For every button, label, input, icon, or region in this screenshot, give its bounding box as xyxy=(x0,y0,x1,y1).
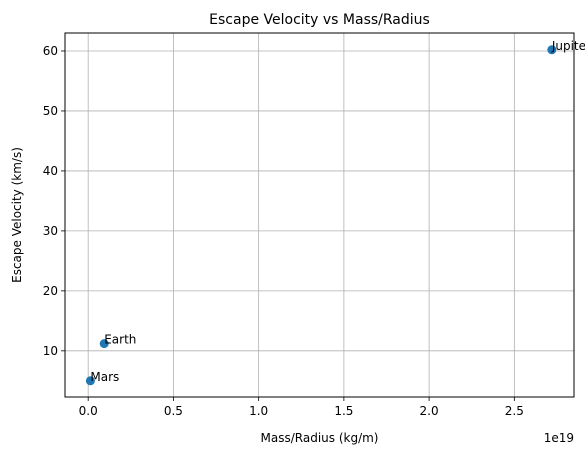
x-tick-label: 1.0 xyxy=(249,404,268,418)
x-axis-ticks: 0.0 0.5 1.0 1.5 2.0 2.5 xyxy=(79,397,524,418)
y-tick-label: 40 xyxy=(43,164,58,178)
chart-title: Escape Velocity vs Mass/Radius xyxy=(209,12,430,28)
y-tick-label: 60 xyxy=(43,44,58,58)
y-axis-ticks: 10 20 30 40 50 60 xyxy=(43,44,65,358)
x-axis-offset-text: 1e19 xyxy=(544,431,574,445)
grid xyxy=(65,33,574,397)
point-label: Mars xyxy=(90,370,119,384)
point-label: Jupiter xyxy=(551,39,585,53)
y-tick-label: 10 xyxy=(43,344,58,358)
x-tick-label: 1.5 xyxy=(334,404,353,418)
data-point xyxy=(99,339,109,349)
data-point xyxy=(547,45,557,55)
x-axis-label: Mass/Radius (kg/m) xyxy=(261,431,379,445)
x-tick-label: 2.0 xyxy=(420,404,439,418)
y-tick-label: 30 xyxy=(43,224,58,238)
y-axis-label: Escape Velocity (km/s) xyxy=(10,147,24,283)
y-tick-label: 20 xyxy=(43,284,58,298)
points-layer: Mars Earth Jupiter xyxy=(85,39,585,386)
y-tick-label: 50 xyxy=(43,104,58,118)
point-label: Earth xyxy=(104,333,136,347)
data-point xyxy=(85,376,95,386)
x-tick-label: 2.5 xyxy=(505,404,524,418)
plot-frame xyxy=(64,32,575,398)
x-tick-label: 0.5 xyxy=(164,404,183,418)
x-tick-label: 0.0 xyxy=(79,404,98,418)
